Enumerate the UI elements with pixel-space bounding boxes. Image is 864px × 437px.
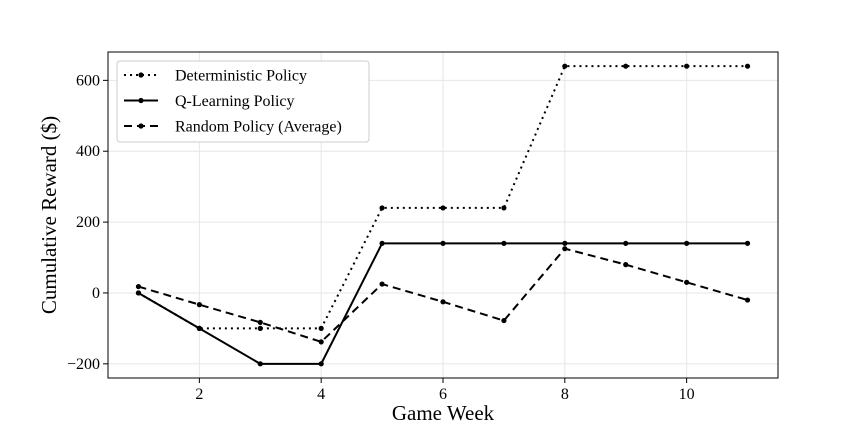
series-line: [137, 65, 748, 330]
legend-label: Deterministic Policy: [175, 68, 307, 85]
data-point: [257, 361, 263, 367]
legend-marker: [138, 72, 144, 78]
data-point: [318, 325, 324, 331]
data-point: [440, 299, 446, 305]
legend: Deterministic Policy Q-Learning Policy Ran…: [116, 60, 370, 143]
y-tick-label: −200: [67, 356, 100, 373]
series-random-policy-average: [135, 246, 751, 345]
y-axis-label: Cumulative Reward ($): [37, 116, 61, 314]
data-point: [562, 246, 568, 252]
data-point: [684, 240, 690, 246]
data-point: [501, 205, 507, 211]
data-point: [501, 317, 507, 324]
series-q-learning-policy: [135, 240, 751, 367]
data-point: [318, 361, 324, 367]
data-point: [684, 279, 690, 285]
data-point: [379, 240, 385, 246]
data-point: [135, 290, 142, 296]
legend-entry: Random Policy (Average): [124, 119, 342, 136]
data-point: [623, 63, 629, 69]
data-point: [744, 297, 751, 303]
data-point: [318, 339, 324, 345]
data-point: [379, 205, 385, 211]
grid: [108, 52, 778, 378]
series-group: [135, 63, 751, 367]
legend-label: Q-Learning Policy: [175, 93, 295, 110]
y-tick-label: 200: [76, 214, 100, 231]
data-point: [623, 240, 629, 246]
ticks: 2 4 6 8 10 −200 0 200 400 600: [67, 72, 695, 403]
data-point: [440, 240, 446, 246]
data-point: [440, 205, 446, 211]
data-point: [196, 302, 202, 308]
data-point: [379, 281, 385, 287]
x-axis-label: Game Week: [392, 401, 495, 425]
data-point: [257, 319, 263, 325]
y-tick-label: 400: [76, 143, 100, 160]
legend-box: [116, 60, 370, 143]
data-point: [744, 240, 751, 246]
data-point: [196, 325, 202, 331]
legend-label: Random Policy (Average): [175, 119, 342, 136]
x-tick-label: 6: [439, 386, 447, 403]
y-tick-label: 600: [76, 72, 100, 89]
legend-entry: Q-Learning Policy: [124, 93, 295, 110]
data-point: [135, 283, 142, 290]
legend-marker: [138, 123, 144, 129]
data-point: [623, 262, 629, 268]
data-point: [501, 240, 507, 246]
y-tick-label: 0: [92, 285, 100, 302]
legend-entry: Deterministic Policy: [124, 68, 307, 85]
x-tick-label: 10: [679, 386, 695, 403]
data-point: [744, 63, 751, 69]
x-tick-label: 8: [561, 386, 569, 403]
legend-marker: [138, 97, 144, 104]
x-tick-label: 4: [317, 386, 325, 403]
data-point: [257, 325, 263, 331]
data-point: [562, 63, 568, 69]
x-tick-label: 2: [195, 386, 203, 403]
data-point: [562, 240, 568, 246]
data-point: [684, 63, 690, 69]
